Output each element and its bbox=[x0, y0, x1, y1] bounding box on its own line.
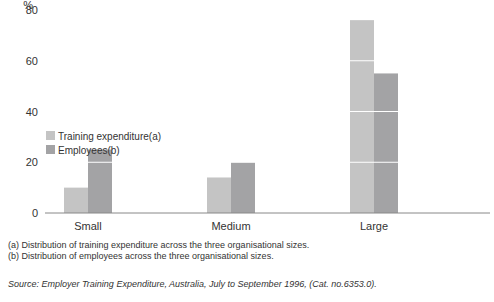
legend-swatch bbox=[46, 145, 55, 154]
bar bbox=[231, 162, 255, 213]
bar bbox=[207, 177, 231, 213]
y-tick-label: 80 bbox=[26, 4, 38, 16]
bar bbox=[88, 150, 112, 213]
y-tick-label: 0 bbox=[32, 207, 38, 219]
footnote: (b) Distribution of employees across the… bbox=[8, 251, 274, 261]
bar bbox=[374, 73, 398, 213]
grid-line bbox=[45, 60, 490, 61]
chart-container: %020406080SmallMediumLargeTraining expen… bbox=[0, 0, 494, 302]
bar bbox=[64, 188, 88, 213]
chart-svg: %020406080SmallMediumLargeTraining expen… bbox=[0, 0, 494, 302]
legend: Training expenditure(a) Employees(b) bbox=[46, 131, 161, 156]
bars bbox=[64, 20, 398, 213]
y-tick-label: 20 bbox=[26, 156, 38, 168]
y-tick-label: 60 bbox=[26, 55, 38, 67]
grid-line bbox=[45, 111, 490, 112]
legend-swatch bbox=[46, 131, 55, 140]
bar bbox=[350, 20, 374, 213]
source: Source: Employer Training Expenditure, A… bbox=[8, 279, 377, 289]
x-axis-line bbox=[45, 213, 490, 214]
x-tick-label: Medium bbox=[211, 220, 250, 232]
x-tick-label: Large bbox=[360, 220, 388, 232]
legend-label: Employees(b) bbox=[58, 145, 120, 156]
grid-line bbox=[45, 10, 490, 11]
footnote: (a) Distribution of training expenditure… bbox=[8, 240, 309, 250]
x-tick-label: Small bbox=[74, 220, 102, 232]
grid-line bbox=[45, 162, 490, 163]
legend-label: Training expenditure(a) bbox=[58, 131, 161, 142]
y-tick-label: 40 bbox=[26, 106, 38, 118]
